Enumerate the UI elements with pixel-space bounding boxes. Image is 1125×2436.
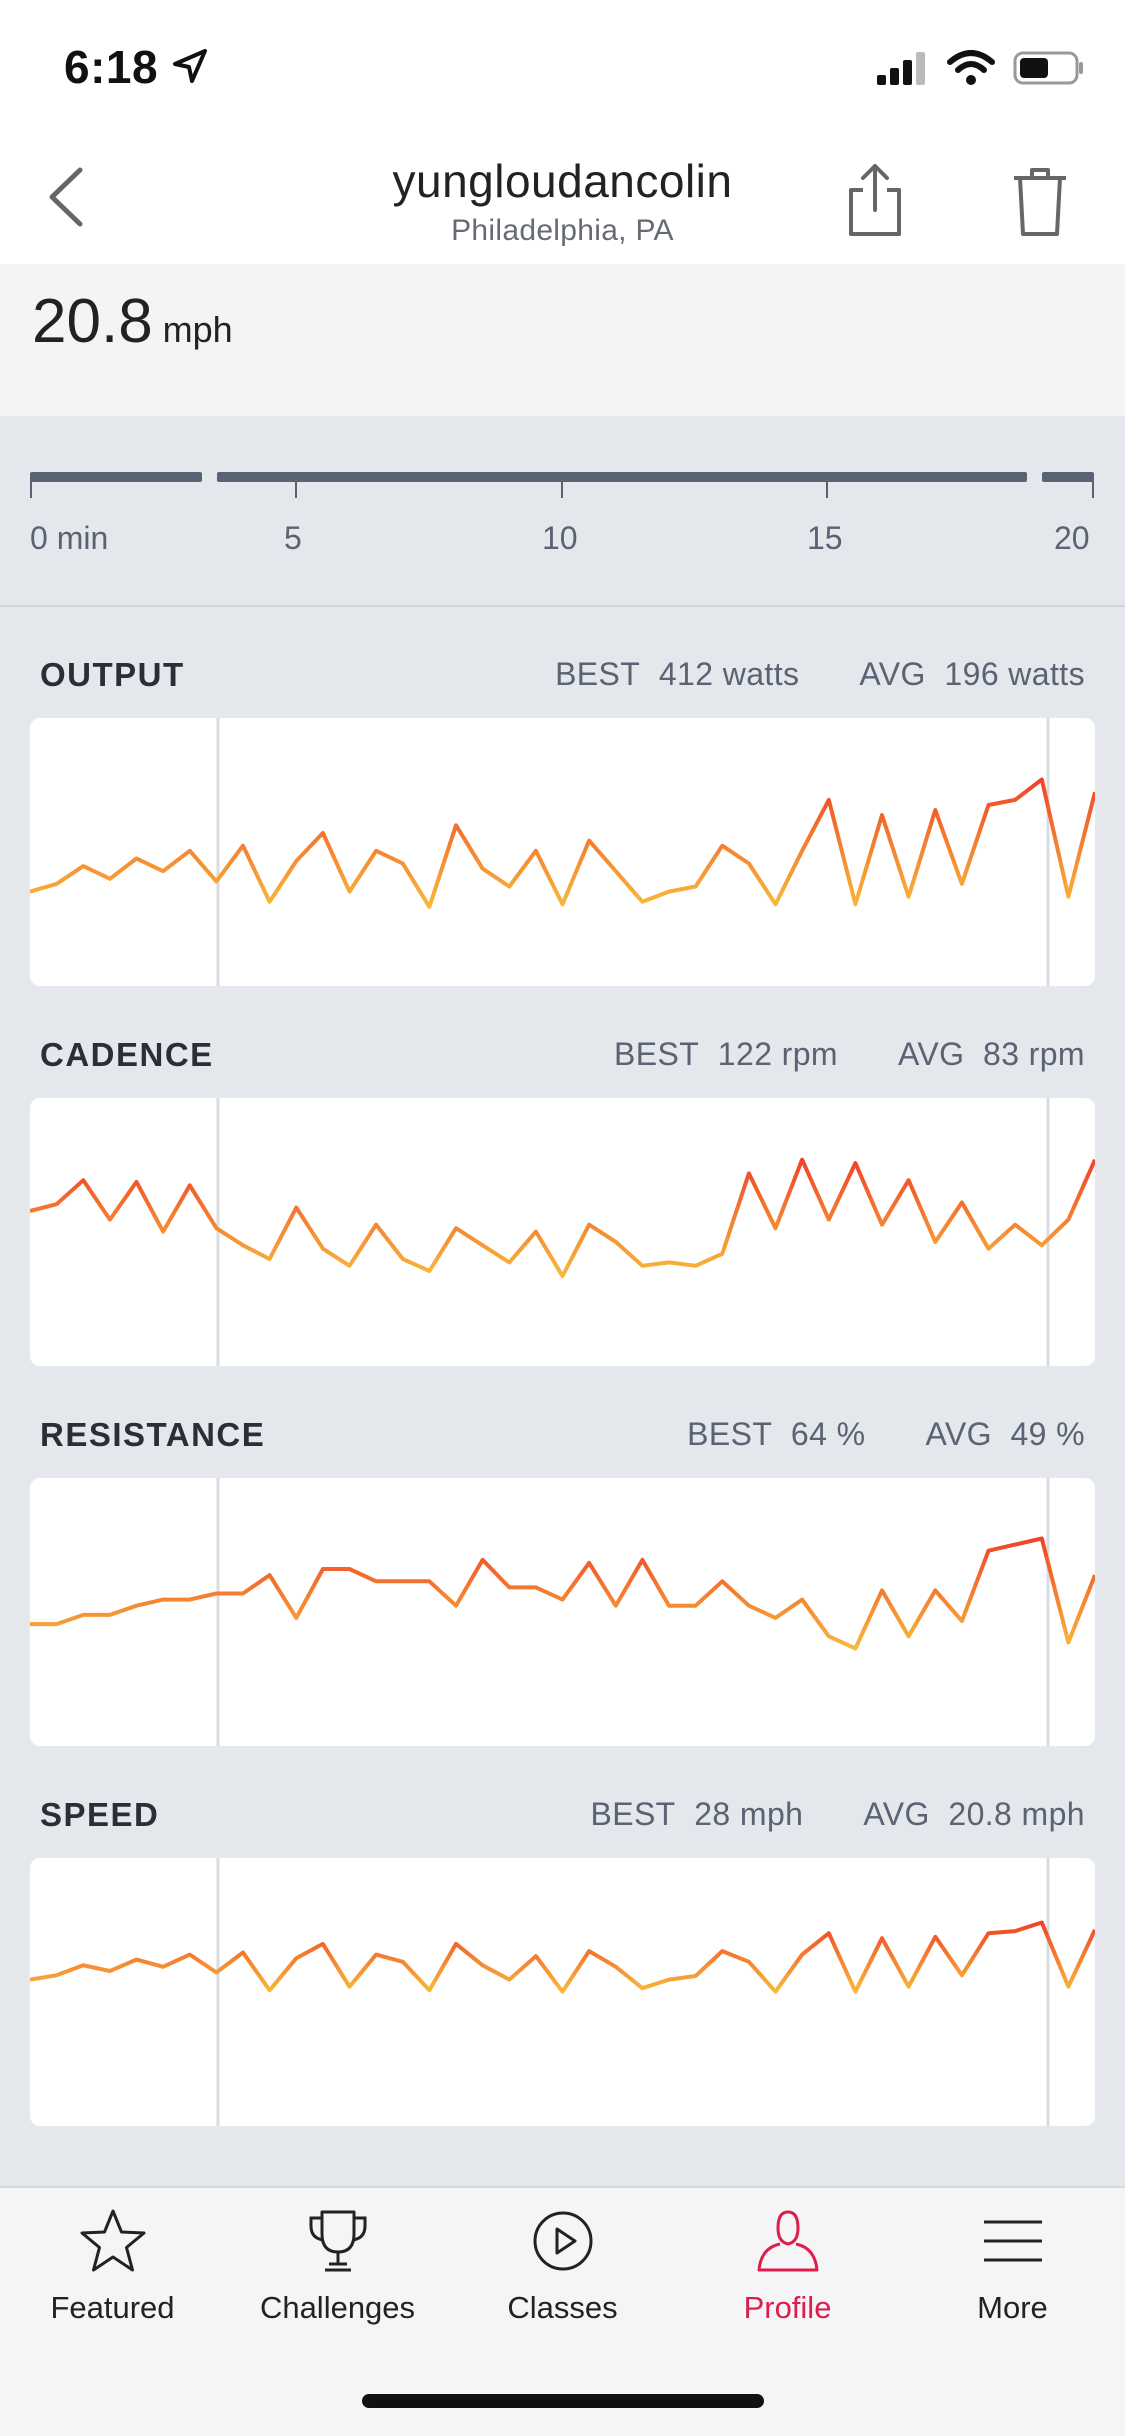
timeline-segment: [1042, 472, 1094, 482]
output-chart-svg: [30, 718, 1095, 986]
tab-featured[interactable]: Featured: [0, 2206, 225, 2356]
resistance-avg-value: 49 %: [1010, 1416, 1085, 1452]
timeline-label: 5: [284, 520, 302, 556]
tab-challenges-label: Challenges: [259, 2290, 416, 2325]
timeline-tick: [561, 476, 563, 498]
cellular-signal-icon: [877, 52, 925, 85]
resistance-line: [30, 1536, 1095, 1651]
status-time: 6:18: [64, 41, 159, 93]
cadence-stats: BEST 122 rpm AVG 83 rpm: [614, 1036, 1085, 1073]
page-subtitle: Philadelphia, PA: [451, 214, 674, 247]
cadence-chart[interactable]: [30, 1098, 1095, 1366]
output-best-value: 412 watts: [658, 656, 800, 692]
share-icon[interactable]: [845, 162, 905, 238]
tab-featured-label: Featured: [50, 2290, 175, 2325]
output-chart[interactable]: [30, 718, 1095, 986]
person-icon: [757, 2210, 818, 2272]
back-chevron-icon[interactable]: [40, 164, 100, 230]
output-section-title: OUTPUT: [40, 656, 185, 693]
timeline-tick: [30, 476, 32, 498]
output-best-label: BEST: [555, 656, 641, 692]
timeline-tick: [295, 476, 297, 498]
speed-section-title: SPEED: [40, 1796, 160, 1833]
speed-best-label: BEST: [590, 1796, 676, 1832]
cadence-line: [30, 1157, 1095, 1279]
tab-classes-label: Classes: [507, 2290, 618, 2325]
resistance-chart[interactable]: [30, 1478, 1095, 1746]
cadence-best-label: BEST: [614, 1036, 700, 1072]
speed-avg-value: 20.8 mph: [948, 1796, 1085, 1832]
resistance-section-title: RESISTANCE: [40, 1416, 266, 1453]
cadence-best-value: 122 rpm: [717, 1036, 838, 1072]
timeline-label: 0 min: [30, 520, 109, 556]
tab-more[interactable]: More: [900, 2206, 1125, 2356]
trophy-icon: [309, 2210, 366, 2272]
resistance-avg-label: AVG: [925, 1416, 992, 1452]
speed-avg-label: AVG: [863, 1796, 930, 1832]
timeline-label: 20: [1054, 520, 1090, 556]
nav-header: yungloudancolin Philadelphia, PA: [0, 132, 1125, 264]
timeline-segment: [30, 472, 202, 482]
output-avg-label: AVG: [859, 656, 926, 692]
trash-icon[interactable]: [1010, 164, 1070, 238]
star-icon: [80, 2209, 145, 2272]
current-metric-value: 20.8 mph: [32, 286, 233, 357]
timeline-scrubber[interactable]: 0 min 5 10 15 20: [0, 416, 1125, 607]
speed-line: [30, 1920, 1095, 1994]
current-metric-number: 20.8: [32, 287, 153, 356]
speed-best-value: 28 mph: [694, 1796, 804, 1832]
resistance-best-label: BEST: [687, 1416, 773, 1452]
output-avg-value: 196 watts: [944, 656, 1085, 692]
cadence-chart-svg: [30, 1098, 1095, 1366]
resistance-best-value: 64 %: [790, 1416, 866, 1452]
tab-challenges[interactable]: Challenges: [225, 2206, 450, 2356]
current-metric-unit: mph: [162, 309, 233, 350]
resistance-stats: BEST 64 % AVG 49 %: [687, 1416, 1085, 1453]
menu-icon: [983, 2220, 1042, 2262]
location-arrow-icon: [173, 49, 207, 83]
play-circle-icon: [533, 2211, 592, 2271]
cadence-section-title: CADENCE: [40, 1036, 214, 1073]
timeline-label: 15: [807, 520, 843, 556]
timeline-tick: [1092, 476, 1094, 498]
speed-stats: BEST 28 mph AVG 20.8 mph: [590, 1796, 1085, 1833]
cadence-avg-value: 83 rpm: [983, 1036, 1085, 1072]
page-title: yungloudancolin: [392, 155, 733, 207]
tab-profile[interactable]: Profile: [675, 2206, 900, 2356]
current-metric-band: 20.8 mph: [0, 264, 1125, 416]
resistance-chart-svg: [30, 1478, 1095, 1746]
tab-classes[interactable]: Classes: [450, 2206, 675, 2356]
tab-profile-label: Profile: [743, 2290, 832, 2325]
tab-more-label: More: [977, 2290, 1048, 2325]
speed-chart[interactable]: [30, 1858, 1095, 2126]
output-stats: BEST 412 watts AVG 196 watts: [555, 656, 1085, 693]
timeline-divider: [0, 605, 1125, 607]
timeline-label: 10: [542, 520, 578, 556]
cadence-avg-label: AVG: [898, 1036, 965, 1072]
home-indicator: [362, 2394, 764, 2408]
status-bar: 6:18: [0, 0, 1125, 132]
timeline-segment: [217, 472, 1027, 482]
timeline-tick: [826, 476, 828, 498]
wifi-icon: [947, 50, 995, 85]
output-line: [30, 777, 1095, 909]
battery-icon: [1013, 51, 1083, 85]
speed-chart-svg: [30, 1858, 1095, 2126]
